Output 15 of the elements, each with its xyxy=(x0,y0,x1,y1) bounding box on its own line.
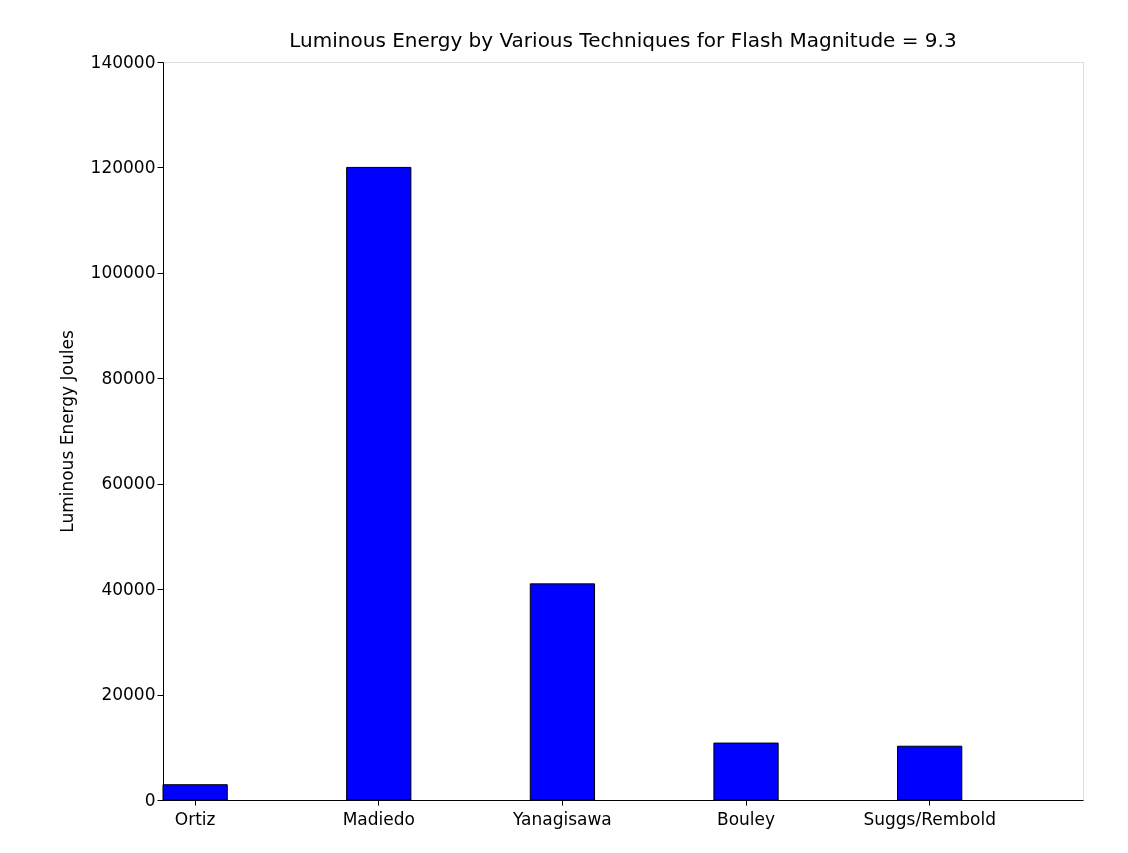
chart-title: Luminous Energy by Various Techniques for Flash Magnitude = 9.3 xyxy=(289,28,957,52)
y-tick-label: 60000 xyxy=(101,473,156,494)
y-tick-label: 20000 xyxy=(101,684,156,705)
y-tick-label: 0 xyxy=(144,789,156,810)
x-tick-label: Suggs/Rembold xyxy=(863,808,996,829)
x-tick-label: Bouley xyxy=(716,808,776,829)
y-tick-label: 80000 xyxy=(101,367,156,388)
y-tick-label: 120000 xyxy=(90,156,156,177)
y-tick-label: 140000 xyxy=(90,51,156,72)
x-tick-label: Ortiz xyxy=(174,808,216,829)
x-tick-label: Yanagisawa xyxy=(512,808,612,829)
y-axis-title: Luminous Energy Joules xyxy=(56,330,77,533)
y-tick-label: 100000 xyxy=(90,262,156,283)
x-tick-label: Madiedo xyxy=(342,808,415,829)
y-tick-label: 40000 xyxy=(101,578,156,599)
